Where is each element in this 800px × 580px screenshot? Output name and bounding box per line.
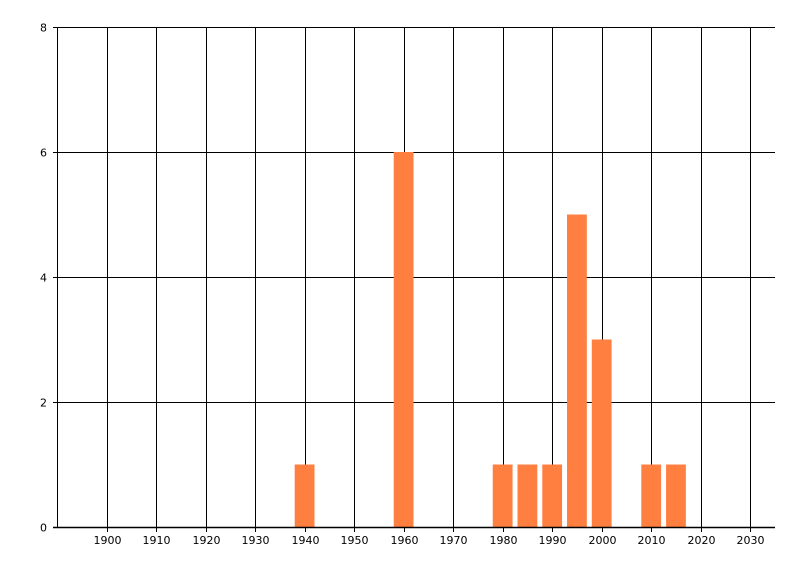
bar-1940	[294, 464, 315, 527]
tick-labels: 0 2 4 6 8 1900 1910 1920 1930 1940 1950 1960 1970 198…	[40, 22, 765, 548]
bar-1995	[567, 214, 587, 527]
bar-2000	[591, 339, 612, 527]
x-tick-label: 1940	[292, 534, 320, 547]
y-tick-label: 8	[40, 22, 47, 35]
y-tick-label: 0	[40, 522, 47, 535]
bar-1960	[393, 152, 414, 527]
x-tick-label: 2000	[589, 534, 617, 547]
axes	[53, 27, 775, 529]
bar-1985	[517, 464, 538, 527]
x-tick-label: 2010	[638, 534, 666, 547]
x-tick-label: 2030	[737, 534, 765, 547]
y-tick-label: 4	[40, 272, 47, 285]
grid-lines	[53, 27, 775, 532]
x-tick-label: 1920	[193, 534, 221, 547]
bar-2015	[666, 464, 686, 527]
y-tick-label: 2	[40, 397, 47, 410]
x-tick-label: 1970	[440, 534, 468, 547]
bar-2010	[641, 464, 662, 527]
x-tick-label: 1960	[391, 534, 419, 547]
x-tick-label: 1930	[242, 534, 270, 547]
x-tick-label: 1990	[539, 534, 567, 547]
bar-1980	[492, 464, 513, 527]
x-tick-label: 2020	[688, 534, 716, 547]
y-tick-label: 6	[40, 147, 47, 160]
x-tick-label: 1910	[143, 534, 171, 547]
x-tick-label: 1900	[94, 534, 122, 547]
bars	[294, 152, 686, 527]
bar-1990	[542, 464, 563, 527]
x-tick-label: 1950	[341, 534, 369, 547]
x-tick-label: 1980	[490, 534, 518, 547]
